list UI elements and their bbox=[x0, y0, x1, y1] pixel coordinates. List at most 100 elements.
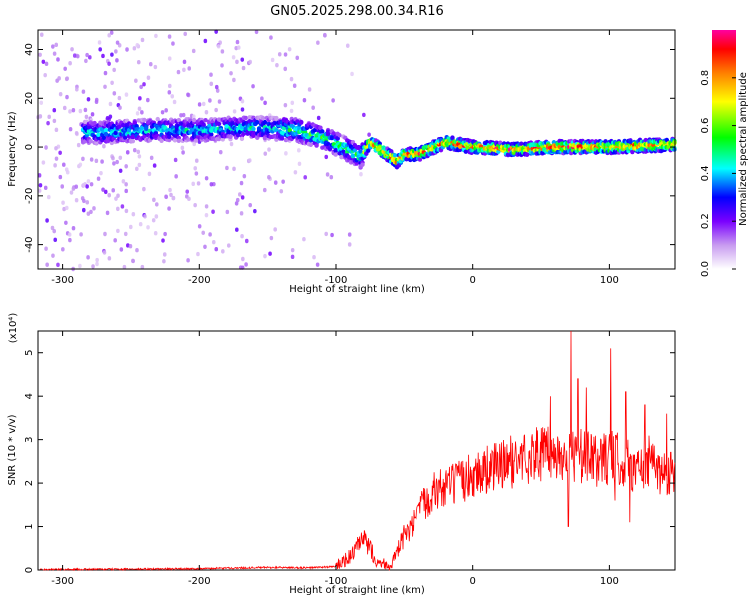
heatmap-cell bbox=[209, 132, 214, 137]
heatmap-cell bbox=[216, 44, 221, 49]
heatmap-cell bbox=[102, 144, 106, 149]
heatmap-cell bbox=[45, 218, 49, 223]
heatmap-cell bbox=[295, 55, 300, 61]
heatmap-cell bbox=[269, 35, 273, 40]
heatmap-cell bbox=[62, 105, 67, 111]
heatmap-cell bbox=[103, 131, 109, 137]
heatmap-cell bbox=[71, 225, 76, 231]
heatmap-cell bbox=[263, 100, 267, 106]
heatmap-cell bbox=[347, 242, 352, 247]
heatmap-cell bbox=[273, 227, 277, 232]
heatmap-cell bbox=[220, 49, 225, 54]
heatmap-cell bbox=[58, 91, 63, 97]
heatmap-cell bbox=[139, 84, 143, 90]
heatmap-cell bbox=[105, 115, 110, 121]
heatmap-cell bbox=[172, 99, 177, 105]
heatmap-cell bbox=[358, 149, 363, 154]
heatmap-cell bbox=[142, 117, 147, 123]
heatmap-cell bbox=[116, 193, 120, 198]
heatmap-cell bbox=[101, 53, 105, 59]
heatmap-cell bbox=[137, 162, 142, 168]
heatmap-cell bbox=[61, 200, 65, 205]
heatmap-cell bbox=[350, 153, 356, 158]
heatmap-cell bbox=[94, 97, 99, 103]
heatmap-cell bbox=[75, 87, 79, 92]
heatmap-cell bbox=[82, 198, 86, 204]
heatmap-cell bbox=[118, 105, 122, 110]
y-tick-label: 0 bbox=[24, 567, 35, 573]
heatmap-cell bbox=[51, 253, 55, 258]
heatmap-cell bbox=[115, 159, 119, 165]
heatmap-cell bbox=[267, 175, 271, 180]
heatmap-cell bbox=[329, 175, 334, 180]
heatmap-cell bbox=[167, 83, 172, 89]
heatmap-cell bbox=[330, 232, 334, 238]
heatmap-cell bbox=[43, 72, 47, 78]
heatmap-cell bbox=[214, 29, 218, 34]
heatmap-cell bbox=[240, 99, 245, 104]
heatmap-cell bbox=[322, 32, 327, 38]
heatmap-cell bbox=[68, 127, 73, 132]
heatmap-cell bbox=[98, 47, 103, 52]
heatmap-cell bbox=[151, 218, 156, 223]
heatmap-cell bbox=[142, 82, 146, 87]
heatmap-cell bbox=[88, 55, 92, 60]
heatmap-cell bbox=[54, 42, 59, 48]
heatmap-cell bbox=[185, 189, 190, 194]
heatmap-cell bbox=[312, 254, 316, 260]
heatmap-cell bbox=[362, 112, 366, 118]
heatmap-cell bbox=[78, 263, 82, 269]
heatmap-cell bbox=[248, 202, 253, 208]
heatmap-cell bbox=[140, 264, 145, 270]
heatmap-cell bbox=[121, 179, 126, 184]
heatmap-cell bbox=[50, 225, 55, 231]
heatmap-cell bbox=[52, 118, 57, 124]
heatmap-cell bbox=[194, 158, 199, 163]
heatmap-cell bbox=[65, 76, 70, 81]
heatmap-cell bbox=[316, 115, 321, 121]
x-tick-label: -200 bbox=[188, 576, 211, 587]
heatmap-cell bbox=[247, 158, 252, 163]
heatmap-cell bbox=[182, 59, 187, 65]
heatmap-cell bbox=[308, 142, 314, 147]
heatmap-cell bbox=[146, 75, 151, 80]
heatmap-cell bbox=[137, 106, 142, 111]
heatmap-cell bbox=[215, 88, 220, 93]
heatmap-cell bbox=[138, 222, 143, 227]
heatmap-cell bbox=[45, 262, 49, 267]
heatmap-cell bbox=[196, 251, 200, 257]
heatmap-cell bbox=[172, 138, 178, 143]
heatmap-cell bbox=[331, 98, 335, 103]
heatmap-cell bbox=[241, 65, 246, 71]
heatmap-cell bbox=[128, 243, 133, 249]
heatmap-cell bbox=[275, 62, 279, 68]
heatmap-cell bbox=[302, 129, 308, 135]
heatmap-cell bbox=[74, 130, 79, 136]
heatmap-cell bbox=[67, 232, 72, 237]
heatmap-cell bbox=[450, 135, 455, 140]
heatmap-cell bbox=[64, 220, 68, 225]
heatmap-cell bbox=[253, 208, 257, 214]
heatmap-cell bbox=[74, 184, 79, 189]
heatmap-cell bbox=[110, 80, 114, 85]
heatmap-cell bbox=[240, 195, 245, 200]
heatmap-cell bbox=[60, 184, 65, 189]
x-tick-label: -300 bbox=[51, 275, 74, 286]
heatmap-cell bbox=[124, 208, 129, 214]
heatmap-cell bbox=[103, 70, 108, 76]
heatmap-cell bbox=[164, 194, 169, 200]
heatmap-cell bbox=[217, 99, 222, 104]
heatmap-cell bbox=[154, 214, 159, 219]
heatmap-cell bbox=[109, 140, 115, 146]
snr-panel: -300 -200 -100 0 100 0 1 2 3 4 5 Height of straig… bbox=[7, 313, 676, 596]
heatmap-cell bbox=[239, 180, 244, 186]
heatmap-cell bbox=[262, 187, 267, 193]
heatmap-cell bbox=[89, 209, 93, 215]
heatmap-cell bbox=[293, 170, 298, 175]
heatmap-cell bbox=[284, 151, 288, 156]
heatmap-cell bbox=[123, 231, 128, 237]
heatmap-cell bbox=[107, 33, 112, 38]
y-tick-label: 4 bbox=[24, 393, 35, 399]
heatmap-cell bbox=[465, 145, 470, 150]
heatmap-cell bbox=[81, 89, 86, 94]
